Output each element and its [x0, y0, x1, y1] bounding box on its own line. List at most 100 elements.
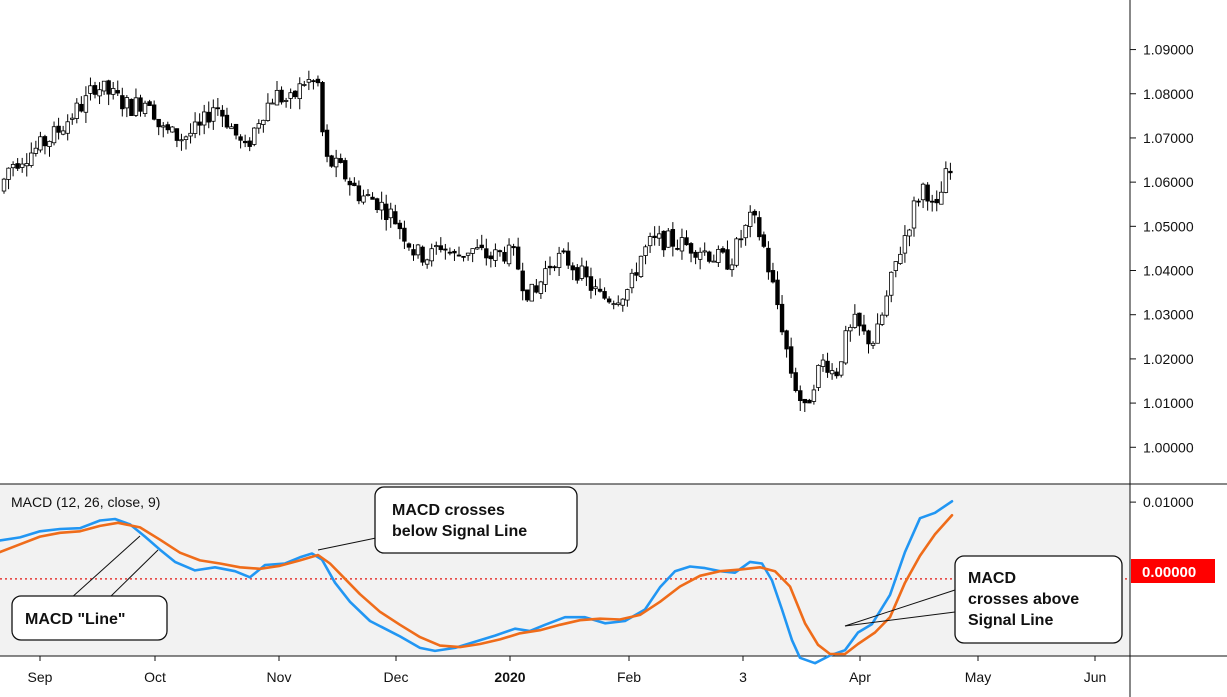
candle-body — [42, 136, 48, 147]
candle-body — [684, 237, 689, 246]
candle-body — [875, 323, 880, 344]
candle-body — [83, 95, 89, 113]
annotation-cross-above: MACD crosses above Signal Line — [844, 555, 1123, 644]
candle-body — [133, 97, 139, 116]
callout-box — [11, 595, 168, 641]
callout-box — [954, 555, 1123, 644]
pointer-line — [69, 535, 141, 600]
candle-body — [506, 244, 512, 265]
candle-body — [379, 201, 384, 211]
x-axis-labels: Sep Oct Nov Dec 2020 Feb 3 Apr May Jun — [28, 656, 1107, 685]
candle-body — [743, 224, 748, 239]
candle-body — [111, 88, 116, 95]
callout-label: MACD crosses — [392, 502, 505, 519]
callout-label: MACD — [968, 570, 1016, 587]
candle-body — [634, 272, 639, 276]
annotation-cross-below: MACD crosses below Signal Line — [317, 486, 578, 554]
pointer-line — [844, 589, 956, 627]
candle-body — [315, 78, 321, 84]
candle-body — [19, 163, 25, 168]
pointer-line — [844, 611, 956, 627]
candle-body — [716, 248, 721, 263]
candle-body — [65, 121, 70, 134]
candle-body — [456, 254, 462, 257]
callout-label: below Signal Line — [392, 523, 527, 540]
candle-body — [33, 147, 39, 154]
candle-body — [538, 281, 544, 294]
candle-body — [365, 194, 371, 196]
price-tick-label: 1.01000 — [1143, 395, 1194, 411]
candle-body — [470, 248, 475, 254]
candle-body — [584, 266, 589, 278]
candle-body — [420, 246, 425, 263]
candle-body — [893, 261, 898, 271]
candle-body — [252, 127, 257, 145]
candle-body — [347, 180, 352, 186]
candle-body — [10, 164, 16, 169]
candle-body — [852, 313, 858, 328]
candle-body — [288, 92, 293, 99]
price-tick-label: 1.00000 — [1143, 439, 1194, 455]
candle-body — [515, 246, 521, 270]
candle-body — [142, 102, 148, 114]
candle-body — [324, 129, 330, 157]
callout-box — [374, 486, 578, 554]
candle-body — [247, 140, 252, 147]
candle-body — [297, 83, 302, 100]
candle-body — [661, 230, 666, 251]
candle-body — [593, 286, 598, 290]
candle-body — [79, 103, 84, 112]
candle-body — [270, 102, 275, 105]
candle-body — [51, 126, 57, 144]
candle-body — [211, 107, 216, 122]
candle-body — [638, 255, 644, 278]
candle-body — [88, 85, 93, 94]
candle-body — [156, 118, 161, 128]
price-tick-label: 1.02000 — [1143, 351, 1194, 367]
zero-value-badge — [1131, 559, 1215, 583]
x-tick-label: Sep — [28, 669, 53, 685]
candle-body — [930, 200, 935, 203]
candle-body — [333, 157, 339, 168]
candle-body — [652, 235, 657, 239]
candle-body — [848, 326, 853, 332]
candle-body — [629, 272, 635, 289]
pointer-line — [107, 549, 159, 600]
candle-body — [397, 222, 403, 230]
candle-body — [279, 89, 284, 103]
price-tick-label: 1.04000 — [1143, 263, 1194, 279]
candle-body — [233, 123, 239, 136]
candle-body — [647, 236, 653, 247]
candle-body — [161, 125, 166, 128]
candle-body — [206, 111, 211, 123]
candle-body — [529, 283, 534, 302]
callout-label: crosses above — [968, 591, 1079, 608]
candle-body — [356, 185, 362, 202]
candle-body — [693, 251, 698, 258]
candle-body — [242, 140, 248, 144]
price-tick-label: 1.06000 — [1143, 174, 1194, 190]
candle-body — [625, 289, 630, 301]
annotation-macd-line: MACD "Line" — [11, 535, 168, 641]
x-tick-label: Jun — [1084, 669, 1107, 685]
x-tick-label: 3 — [739, 669, 747, 685]
price-tick-label: 1.03000 — [1143, 307, 1194, 323]
candle-body — [948, 170, 953, 174]
candle-body — [174, 128, 180, 141]
candle-body — [920, 183, 926, 201]
macd-title: MACD (12, 26, close, 9) — [11, 494, 160, 510]
macd-axis: 0.01000 — [1130, 494, 1194, 510]
candle-body — [101, 80, 107, 92]
zero-value-label: 0.00000 — [1142, 564, 1196, 581]
candle-body — [124, 97, 130, 109]
candle-body — [757, 217, 762, 238]
candle-body — [352, 182, 357, 187]
candle-body — [697, 251, 703, 260]
candle-body — [616, 302, 621, 305]
candle-body — [361, 195, 366, 203]
candle-body — [556, 252, 562, 268]
candle-body — [465, 252, 471, 256]
candle-body — [579, 265, 585, 279]
candle-body — [779, 303, 785, 333]
candle-body — [738, 238, 744, 241]
